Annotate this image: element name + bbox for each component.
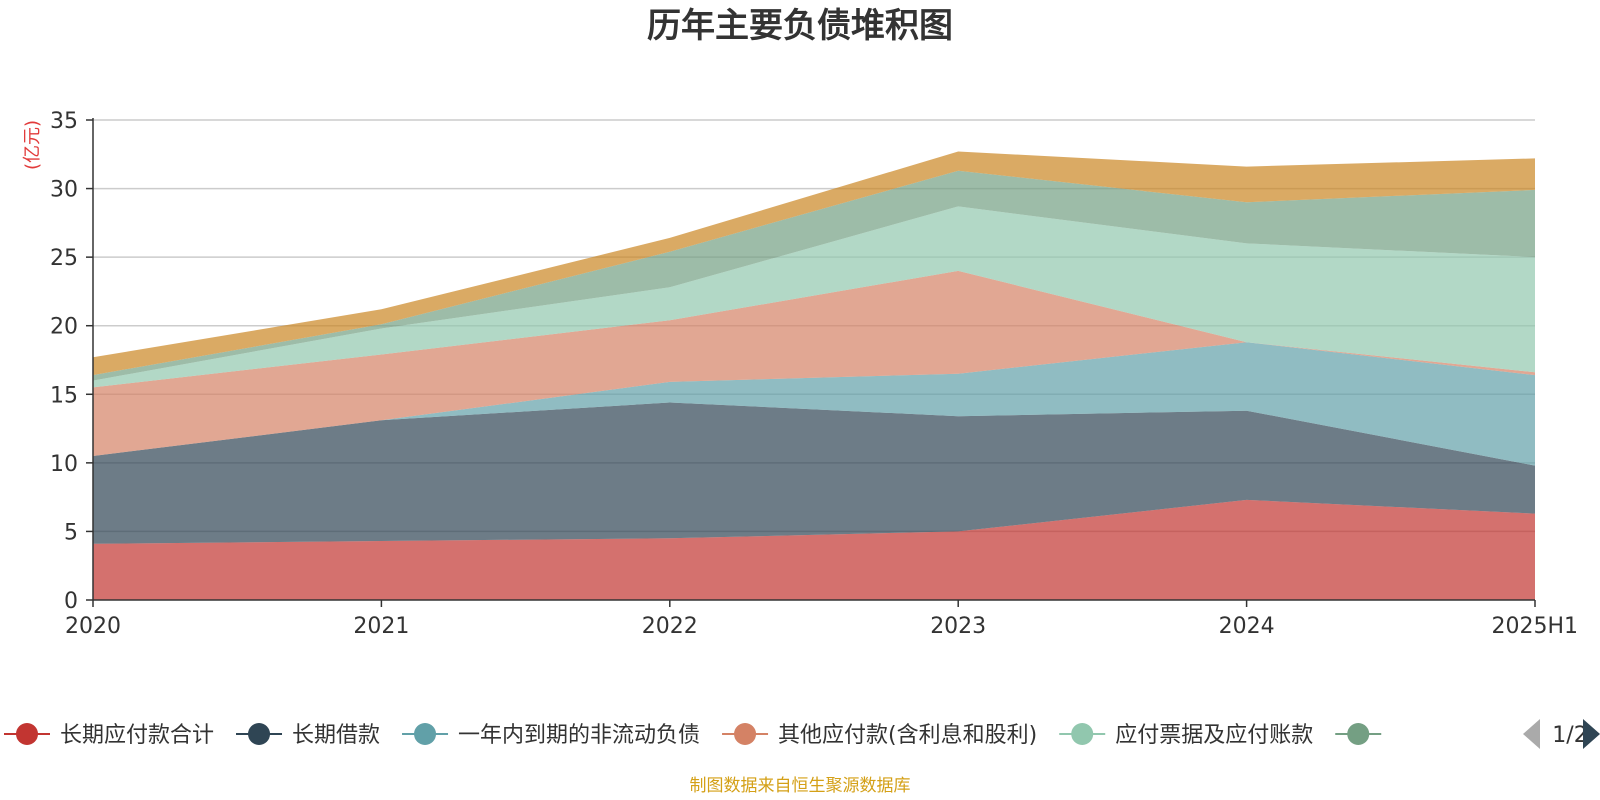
chart-title: 历年主要负债堆积图 [647,6,953,46]
x-tick-label: 2020 [65,614,121,639]
legend: 长期应付款合计 长期借款 一年内到期的非流动负债 其他应付款(含利息和股利) 应付票据及… [4,719,1600,749]
area-series-5 [93,206,1535,388]
legend-item-5[interactable]: 应付票据及应付账款 [1059,723,1313,748]
y-tick-label: 25 [50,246,78,271]
y-tick-label: 30 [50,178,78,203]
x-tick-label: 2022 [642,614,698,639]
legend-label: 一年内到期的非流动负债 [458,723,700,748]
y-tick-label: 35 [50,109,78,134]
legend-marker [1071,723,1094,745]
x-tick-label: 2023 [930,614,986,639]
legend-page-indicator: 1/2 [1552,723,1587,748]
legend-prev-icon[interactable] [1523,719,1540,749]
area-series-3 [93,342,1535,466]
legend-item-6[interactable] [1335,723,1382,745]
legend-label: 长期应付款合计 [60,723,214,748]
area-series-2 [93,402,1535,544]
y-tick-label: 15 [50,383,78,408]
axes: 0 5 10 15 20 25 30 35 2020 2021 2022 2023 2024 2025H1 [50,109,1578,639]
x-tick-label: 2024 [1219,614,1275,639]
legend-marker [1347,723,1370,745]
y-tick-label: 10 [50,452,78,477]
legend-item-2[interactable]: 长期借款 [236,723,380,748]
y-unit-label: (亿元) [22,120,43,170]
legend-label: 其他应付款(含利息和股利) [778,723,1037,748]
legend-label: 长期借款 [292,723,380,748]
legend-item-3[interactable]: 一年内到期的非流动负债 [402,723,700,748]
area-series [93,151,1535,600]
x-tick-label: 2025H1 [1491,614,1578,639]
legend-label: 应付票据及应付账款 [1115,723,1313,748]
area-series-7 [93,151,1535,376]
legend-item-4[interactable]: 其他应付款(含利息和股利) [722,723,1037,748]
area-series-1 [93,499,1535,600]
y-tick-label: 5 [64,520,78,545]
source-note: 制图数据来自恒生聚源数据库 [690,776,911,796]
x-tick-label: 2021 [353,614,409,639]
y-tick-label: 0 [64,589,78,614]
legend-marker [248,723,271,745]
legend-marker [16,723,38,745]
area-series-6 [93,170,1535,381]
legend-marker [414,723,437,745]
legend-marker [734,723,757,745]
y-tick-label: 20 [50,315,78,340]
legend-item-1[interactable]: 长期应付款合计 [4,723,214,748]
area-series-4 [93,270,1535,456]
legend-next-icon[interactable] [1583,719,1600,749]
